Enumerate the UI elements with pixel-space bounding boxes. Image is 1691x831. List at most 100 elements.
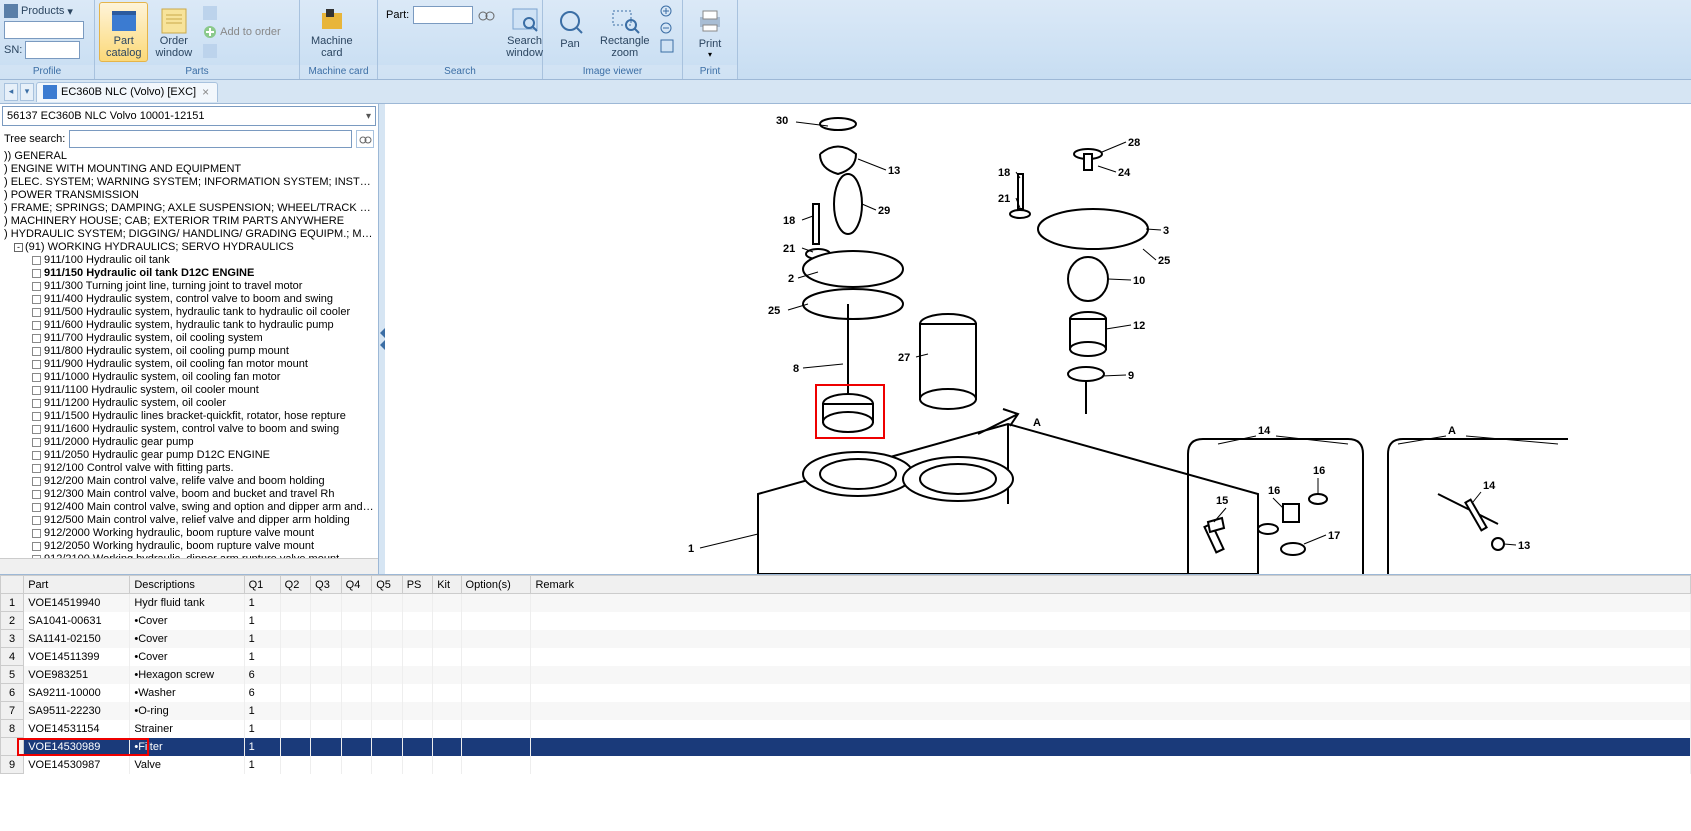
search-group-label: Search <box>378 65 542 79</box>
svg-text:3: 3 <box>1163 225 1169 237</box>
tree-item[interactable]: 912/400 Main control valve, swing and op… <box>2 501 376 514</box>
part-catalog-button[interactable]: Part catalog <box>99 2 148 62</box>
tree-item[interactable]: 912/200 Main control valve, relife valve… <box>2 475 376 488</box>
main-content: 56137 EC360B NLC Volvo 10001-12151 Tree … <box>0 104 1691 574</box>
small-btn-3[interactable] <box>199 42 285 60</box>
column-header[interactable]: Q4 <box>341 576 372 594</box>
column-header[interactable]: Part <box>24 576 130 594</box>
table-row[interactable]: 4VOE14511399•Cover1 <box>1 648 1691 666</box>
parts-group-label: Parts <box>95 65 299 79</box>
tree-item[interactable]: 911/2000 Hydraulic gear pump <box>2 436 376 449</box>
rectangle-zoom-button[interactable]: Rectangle zoom <box>593 2 657 62</box>
chevron-down-icon: ▾ <box>67 5 73 18</box>
sn-label: SN: <box>4 44 22 56</box>
tree-item[interactable]: 912/2050 Working hydraulic, boom rupture… <box>2 540 376 553</box>
table-row[interactable]: 1VOE14519940Hydr fluid tank1 <box>1 594 1691 612</box>
plus-icon <box>203 25 217 39</box>
tree-item[interactable]: 911/1600 Hydraulic system, control valve… <box>2 423 376 436</box>
column-header[interactable]: Q3 <box>311 576 342 594</box>
model-combo[interactable]: 56137 EC360B NLC Volvo 10001-12151 <box>2 106 376 126</box>
table-row[interactable]: 5VOE983251•Hexagon screw6 <box>1 666 1691 684</box>
tree-item[interactable]: 911/800 Hydraulic system, oil cooling pu… <box>2 345 376 358</box>
tree-item[interactable]: 911/1200 Hydraulic system, oil cooler <box>2 397 376 410</box>
tree-item[interactable]: 912/2000 Working hydraulic, boom rupture… <box>2 527 376 540</box>
tree-item[interactable]: 912/500 Main control valve, relief valve… <box>2 514 376 527</box>
sn-input[interactable] <box>25 41 80 59</box>
order-window-button[interactable]: Order window <box>148 2 199 62</box>
svg-text:8: 8 <box>793 363 799 375</box>
tree-item[interactable]: 911/150 Hydraulic oil tank D12C ENGINE <box>2 267 376 280</box>
table-row[interactable]: 7SA9511-22230•O-ring1 <box>1 702 1691 720</box>
tree-item[interactable]: ) HYDRAULIC SYSTEM; DIGGING/ HANDLING/ G… <box>2 228 376 241</box>
tree-item[interactable]: 911/300 Turning joint line, turning join… <box>2 280 376 293</box>
svg-text:21: 21 <box>783 243 795 255</box>
table-row[interactable]: 3SA1141-02150•Cover1 <box>1 630 1691 648</box>
table-row[interactable]: 8VOE14531154Strainer1 <box>1 720 1691 738</box>
column-header[interactable]: Q2 <box>280 576 311 594</box>
tree-item[interactable]: 912/300 Main control valve, boom and buc… <box>2 488 376 501</box>
profile-group-label: Profile <box>0 65 94 79</box>
table-row[interactable]: 2SA1041-00631•Cover1 <box>1 612 1691 630</box>
table-row[interactable]: VOE14530989•Filter1 <box>1 738 1691 756</box>
svg-text:18: 18 <box>998 167 1010 179</box>
tree-item[interactable]: )) GENERAL <box>2 150 376 163</box>
svg-text:1: 1 <box>688 543 694 555</box>
tab-prev-button[interactable]: ◂ <box>4 83 18 101</box>
column-header[interactable]: PS <box>402 576 433 594</box>
pan-button[interactable]: Pan <box>547 2 593 62</box>
svg-text:14: 14 <box>1258 425 1271 437</box>
svg-text:15: 15 <box>1216 495 1228 507</box>
products-dropdown[interactable]: Products ▾ <box>4 2 73 20</box>
table-row[interactable]: 9VOE14530987Valve1 <box>1 756 1691 774</box>
column-header[interactable]: Remark <box>531 576 1691 594</box>
machine-card-button[interactable]: Machine card <box>304 2 360 62</box>
svg-text:18: 18 <box>783 215 795 227</box>
tree-item[interactable]: 911/1500 Hydraulic lines bracket-quickfi… <box>2 410 376 423</box>
tab-next-button[interactable]: ▾ <box>20 83 34 101</box>
diagram-viewer[interactable]: 30 13 18 21 29 2 25 8 27 1 28 24 18 21 3… <box>385 104 1691 574</box>
zoom-fit-icon[interactable] <box>659 38 675 54</box>
products-label: Products <box>21 5 64 17</box>
table-row[interactable]: 6SA9211-10000•Washer6 <box>1 684 1691 702</box>
zoom-in-icon[interactable] <box>659 4 675 20</box>
tree-item[interactable]: ) ELEC. SYSTEM; WARNING SYSTEM; INFORMAT… <box>2 176 376 189</box>
part-input[interactable] <box>413 6 473 24</box>
tree-item[interactable]: ) FRAME; SPRINGS; DAMPING; AXLE SUSPENSI… <box>2 202 376 215</box>
column-header[interactable]: Q1 <box>244 576 280 594</box>
tree-view[interactable]: )) GENERAL) ENGINE WITH MOUNTING AND EQU… <box>0 150 378 558</box>
column-header[interactable]: Kit <box>433 576 461 594</box>
svg-text:21: 21 <box>998 193 1010 205</box>
chevron-down-icon: ▾ <box>708 50 712 59</box>
tab-close-button[interactable]: × <box>200 85 211 99</box>
tree-item[interactable]: ) MACHINERY HOUSE; CAB; EXTERIOR TRIM PA… <box>2 215 376 228</box>
svg-text:25: 25 <box>768 305 780 317</box>
tree-item[interactable]: 912/100 Control valve with fitting parts… <box>2 462 376 475</box>
column-header[interactable] <box>1 576 24 594</box>
tree-item[interactable]: -(91) WORKING HYDRAULICS; SERVO HYDRAULI… <box>2 241 376 254</box>
column-header[interactable]: Descriptions <box>130 576 244 594</box>
tree-item[interactable]: 911/1000 Hydraulic system, oil cooling f… <box>2 371 376 384</box>
zoom-out-icon[interactable] <box>659 21 675 37</box>
column-header[interactable]: Q5 <box>372 576 403 594</box>
small-btn-1[interactable] <box>199 4 285 22</box>
tab-strip: ◂ ▾ EC360B NLC (Volvo) [EXC] × <box>0 80 1691 104</box>
column-header[interactable]: Option(s) <box>461 576 531 594</box>
profile-input[interactable] <box>4 21 84 39</box>
svg-text:28: 28 <box>1128 137 1140 149</box>
tree-search-input[interactable] <box>69 130 352 148</box>
binoculars-icon[interactable] <box>477 6 495 24</box>
tree-item[interactable]: 911/900 Hydraulic system, oil cooling fa… <box>2 358 376 371</box>
tree-search-button[interactable] <box>356 130 374 148</box>
tree-item[interactable]: 911/1100 Hydraulic system, oil cooler mo… <box>2 384 376 397</box>
tree-item[interactable]: 911/500 Hydraulic system, hydraulic tank… <box>2 306 376 319</box>
print-button[interactable]: Print ▾ <box>687 2 733 62</box>
tree-item[interactable]: 911/2050 Hydraulic gear pump D12C ENGINE <box>2 449 376 462</box>
document-tab[interactable]: EC360B NLC (Volvo) [EXC] × <box>36 82 218 102</box>
tree-item[interactable]: 911/700 Hydraulic system, oil cooling sy… <box>2 332 376 345</box>
tree-item[interactable]: 911/400 Hydraulic system, control valve … <box>2 293 376 306</box>
tree-item[interactable]: 911/600 Hydraulic system, hydraulic tank… <box>2 319 376 332</box>
tree-item[interactable]: ) ENGINE WITH MOUNTING AND EQUIPMENT <box>2 163 376 176</box>
tree-item[interactable]: ) POWER TRANSMISSION <box>2 189 376 202</box>
parts-table[interactable]: PartDescriptionsQ1Q2Q3Q4Q5PSKitOption(s)… <box>0 575 1691 774</box>
tree-item[interactable]: 911/100 Hydraulic oil tank <box>2 254 376 267</box>
